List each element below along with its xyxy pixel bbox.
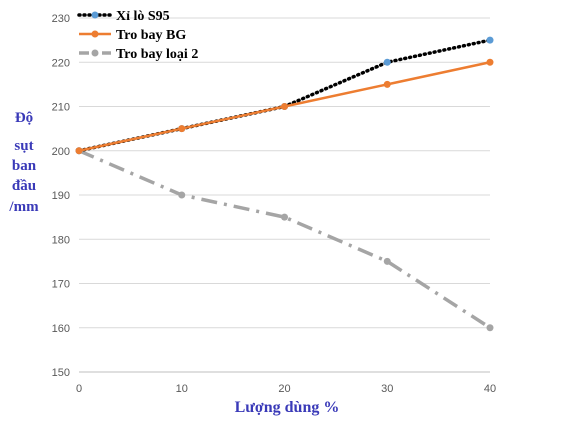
- y-tick-label: 190: [52, 190, 70, 202]
- data-point: [383, 58, 391, 66]
- y-axis-label-line: đầu: [12, 178, 36, 194]
- data-point: [383, 80, 391, 88]
- x-tick-label: 30: [381, 383, 393, 395]
- y-axis-label-line: Độ: [15, 110, 33, 126]
- y-tick-label: 220: [52, 57, 70, 69]
- legend-entry: Tro bay loại 2: [116, 47, 198, 62]
- x-tick-labels: 0 10 20 30 40: [76, 383, 496, 395]
- legend-marker: [91, 49, 99, 57]
- y-tick-label: 160: [52, 323, 70, 335]
- x-tick-label: 10: [176, 383, 188, 395]
- y-axis-label-line: sụt: [14, 138, 33, 154]
- x-axis-label: Lượng dùng %: [235, 399, 340, 416]
- data-point: [75, 147, 83, 155]
- x-tick-label: 20: [278, 383, 290, 395]
- data-point: [486, 58, 494, 66]
- series-group: [75, 36, 494, 332]
- y-tick-label: 210: [52, 102, 70, 114]
- data-point: [281, 213, 288, 221]
- data-point: [178, 191, 186, 199]
- data-point: [383, 257, 391, 265]
- x-tick-label: 0: [76, 383, 82, 395]
- y-tick-label: 200: [52, 146, 70, 158]
- y-axis-label-line: /mm: [8, 199, 39, 215]
- y-tick-label: 150: [52, 367, 70, 379]
- y-tick-labels: 150 160 170 180 190 200 210 220 230: [52, 13, 70, 379]
- legend: Xỉ lò S95 Tro bay BG Tro bay loại 2: [77, 9, 198, 62]
- data-point: [486, 324, 494, 332]
- series-line: [78, 149, 491, 330]
- data-point: [281, 103, 288, 110]
- y-tick-label: 230: [52, 13, 70, 25]
- legend-marker: [91, 30, 99, 38]
- y-axis-label-line: ban: [12, 158, 37, 174]
- y-tick-label: 170: [52, 279, 70, 291]
- data-point: [178, 125, 186, 133]
- data-point: [486, 36, 494, 44]
- x-tick-label: 40: [484, 383, 496, 395]
- legend-entry: Tro bay BG: [116, 28, 186, 43]
- legend-entry: Xỉ lò S95: [116, 9, 170, 24]
- y-axis-label: Độ sụt ban đầu/mm: [8, 110, 39, 215]
- y-tick-label: 180: [52, 234, 70, 246]
- gridlines: [79, 17, 490, 373]
- legend-marker: [91, 11, 99, 19]
